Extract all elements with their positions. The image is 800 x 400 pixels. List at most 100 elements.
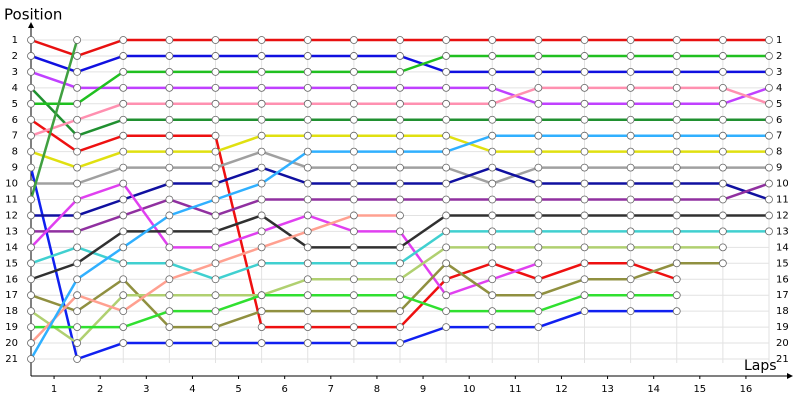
point [119, 179, 128, 188]
point [257, 339, 266, 347]
y-tick-label: 17 [5, 290, 18, 301]
point [165, 323, 174, 332]
point [211, 83, 220, 92]
point [765, 36, 773, 44]
x-tick-label: 4 [189, 384, 195, 395]
point [580, 68, 589, 76]
point [626, 275, 635, 284]
point [534, 275, 543, 284]
point [396, 339, 404, 347]
point [211, 131, 220, 140]
point [119, 323, 128, 332]
y-tick-label-right: 18 [776, 306, 789, 317]
point [672, 68, 681, 76]
point [580, 195, 589, 204]
point [349, 243, 358, 252]
point [303, 179, 312, 188]
point [580, 275, 589, 284]
point [626, 99, 635, 108]
point [672, 195, 681, 204]
point [488, 323, 497, 332]
point [165, 227, 174, 236]
point [349, 99, 358, 108]
y-tick-label-right: 14 [776, 242, 789, 253]
point [73, 227, 82, 236]
point [349, 115, 358, 124]
point [73, 323, 82, 332]
point [626, 163, 635, 172]
y-axis-label: Position [4, 6, 62, 24]
point [442, 131, 451, 140]
point [396, 227, 404, 236]
point [349, 68, 358, 76]
point [580, 307, 589, 316]
point [349, 275, 358, 284]
y-tick-label-right: 19 [776, 322, 789, 333]
point [488, 68, 497, 76]
point [580, 179, 589, 188]
point [73, 275, 82, 284]
point [672, 275, 681, 284]
y-tick-label: 6 [12, 115, 18, 126]
x-tick-label: 5 [235, 384, 241, 395]
point [534, 83, 543, 92]
point [534, 115, 543, 124]
y-tick-label: 5 [12, 99, 18, 110]
point [488, 115, 497, 124]
point [442, 147, 451, 156]
point [442, 115, 451, 124]
point [165, 52, 174, 60]
y-tick-label: 8 [12, 147, 18, 158]
point [349, 307, 358, 316]
point [672, 211, 681, 220]
y-tick-label-right: 21 [776, 354, 789, 365]
point [349, 259, 358, 268]
point [73, 243, 82, 252]
point [718, 115, 727, 124]
point [765, 211, 773, 220]
point [718, 131, 727, 140]
point [765, 83, 773, 92]
point [626, 211, 635, 220]
point [211, 195, 220, 204]
y-tick-label: 21 [5, 354, 18, 365]
point [165, 83, 174, 92]
point [27, 259, 35, 268]
point [765, 163, 773, 172]
point [718, 163, 727, 172]
point [534, 99, 543, 108]
point [27, 339, 35, 347]
point [211, 163, 220, 172]
point [119, 147, 128, 156]
point [534, 291, 543, 300]
point [488, 147, 497, 156]
point [349, 179, 358, 188]
point [165, 115, 174, 124]
y-tick-label: 15 [5, 258, 18, 269]
point [672, 259, 681, 268]
point [672, 147, 681, 156]
point [626, 131, 635, 140]
point [119, 259, 128, 268]
point [396, 115, 404, 124]
x-tick-label: 15 [693, 384, 706, 395]
y-tick-label-right: 17 [776, 290, 789, 301]
point [211, 99, 220, 108]
point [303, 291, 312, 300]
point [211, 179, 220, 188]
series-line [30, 261, 723, 329]
point [257, 147, 266, 156]
x-tick-label: 1 [51, 384, 57, 395]
point [672, 179, 681, 188]
y-tick-label: 20 [5, 338, 18, 349]
point [626, 179, 635, 188]
point [73, 211, 82, 220]
point [396, 211, 404, 220]
point [257, 163, 266, 172]
point [396, 68, 404, 76]
point [27, 163, 35, 172]
point [672, 291, 681, 300]
point [765, 68, 773, 76]
point [672, 99, 681, 108]
